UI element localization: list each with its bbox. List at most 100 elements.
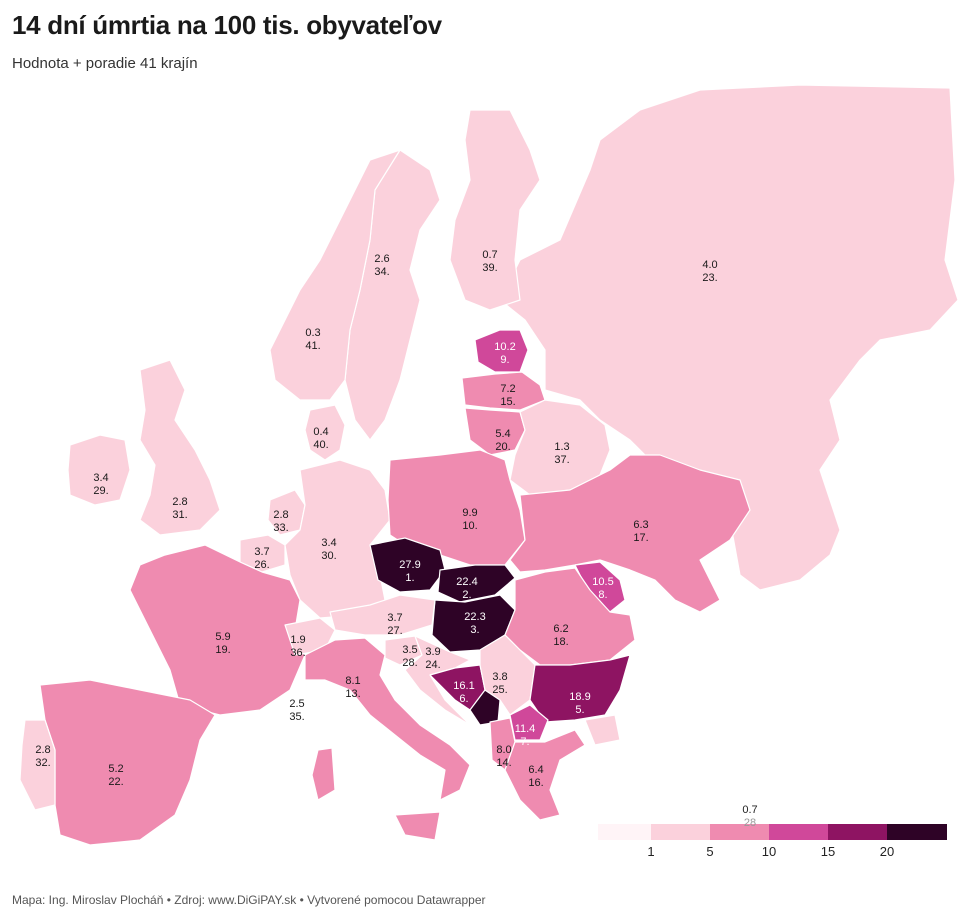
label-rank-ireland: 29.	[93, 485, 108, 497]
region-sardinia[interactable]	[311, 747, 336, 801]
region-croatia[interactable]	[404, 635, 471, 726]
label-value-moldova: 10.5	[592, 576, 613, 588]
region-russia[interactable]	[499, 84, 959, 591]
label-value-belarus: 1.3	[554, 441, 569, 453]
label-value-poland: 9.9	[462, 507, 477, 519]
region-slovakia[interactable]	[437, 564, 516, 603]
label-value-denmark: 0.4	[313, 426, 328, 438]
label-value-albania: 8.0	[496, 744, 511, 756]
region-norway[interactable]	[269, 149, 401, 401]
label-value-uk: 2.8	[172, 496, 187, 508]
label-rank-finland: 39.	[482, 262, 497, 274]
label-rank-germany: 30.	[321, 550, 336, 562]
region-finland[interactable]	[449, 109, 541, 311]
label-rank-greece: 16.	[528, 777, 543, 789]
label-rank-portugal: 32.	[35, 757, 50, 769]
label-value-slovakia: 22.4	[456, 576, 477, 588]
label-value-sweden: 2.6	[374, 253, 389, 265]
legend-tick-15: 15	[821, 844, 835, 859]
label-value-estonia: 10.2	[494, 341, 515, 353]
label-rank-poland: 10.	[462, 520, 477, 532]
label-rank-hungary: 3.	[470, 624, 479, 636]
legend-swatch-0	[598, 824, 651, 840]
label-rank-estonia: 9.	[500, 354, 509, 366]
region-france[interactable]	[129, 544, 306, 716]
label-value-hungary: 22.3	[464, 611, 485, 623]
region-czechia[interactable]	[369, 537, 446, 593]
label-value-russia: 4.0	[702, 259, 717, 271]
legend-tick-10: 10	[762, 844, 776, 859]
label-value-portugal: 2.8	[35, 744, 50, 756]
label-value-ukraine: 6.3	[633, 519, 648, 531]
label-rank-russia: 23.	[702, 272, 717, 284]
legend-swatch-3	[769, 824, 828, 840]
region-uk[interactable]	[139, 359, 221, 536]
region-ireland[interactable]	[67, 434, 131, 506]
region-germany[interactable]	[284, 459, 391, 619]
label-rank-norway: 41.	[305, 340, 320, 352]
label-rank-croatia: 24.	[425, 659, 440, 671]
label-rank-moldova: 8.	[598, 589, 607, 601]
label-rank-czechia: 1.	[405, 572, 414, 584]
label-value-greece: 6.4	[528, 764, 543, 776]
region-portugal[interactable]	[19, 719, 56, 811]
label-rank-north_macedonia: 7.	[520, 736, 529, 748]
legend-swatch-2	[710, 824, 769, 840]
label-rank-france: 19.	[215, 644, 230, 656]
europe-choropleth-map: 4.023.0.739.2.634.0.341.0.440.10.29.7.21…	[19, 84, 959, 859]
label-rank-romania: 18.	[553, 636, 568, 648]
region-montenegro[interactable]	[469, 689, 501, 726]
legend-swatch-5	[887, 824, 947, 840]
region-sicily[interactable]	[394, 811, 441, 841]
legend-tick-1: 1	[647, 844, 654, 859]
label-value-norway: 0.3	[305, 327, 320, 339]
label-value-romania: 6.2	[553, 623, 568, 635]
map-title: 14 dní úmrtia na 100 tis. obyvateľov	[12, 10, 442, 40]
label-rank-belgium: 26.	[254, 559, 269, 571]
legend-note-rank: 28	[744, 817, 756, 829]
label-value-ireland: 3.4	[93, 472, 108, 484]
label-rank-spain: 22.	[108, 776, 123, 788]
region-turkey-europe[interactable]	[584, 714, 621, 746]
legend-swatch-1	[651, 824, 710, 840]
label-value-lithuania: 5.4	[495, 428, 510, 440]
label-rank-bulgaria: 5.	[575, 704, 584, 716]
label-value-netherlands: 2.8	[273, 509, 288, 521]
label-rank-latvia: 15.	[500, 396, 515, 408]
source-footer: Mapa: Ing. Miroslav Plocháň • Zdroj: www…	[12, 893, 486, 907]
region-italy[interactable]	[304, 637, 471, 801]
label-value-france: 5.9	[215, 631, 230, 643]
region-serbia[interactable]	[479, 634, 536, 716]
map-subtitle: Hodnota + poradie 41 krajín	[12, 55, 198, 72]
label-value-austria: 3.7	[387, 612, 402, 624]
label-rank-italy: 13.	[345, 688, 360, 700]
label-value-italy: 8.1	[345, 675, 360, 687]
region-austria[interactable]	[329, 594, 436, 636]
label-rank-denmark: 40.	[313, 439, 328, 451]
label-value-monaco: 2.5	[289, 698, 304, 710]
label-rank-serbia: 25.	[492, 684, 507, 696]
region-estonia[interactable]	[474, 329, 529, 373]
label-rank-slovakia: 2.	[462, 589, 471, 601]
region-spain[interactable]	[39, 679, 216, 846]
label-value-czechia: 27.9	[399, 559, 420, 571]
label-rank-sweden: 34.	[374, 266, 389, 278]
label-value-latvia: 7.2	[500, 383, 515, 395]
label-rank-switzerland: 36.	[290, 647, 305, 659]
legend-tick-20: 20	[880, 844, 894, 859]
label-value-serbia: 3.8	[492, 671, 507, 683]
label-value-slovenia: 3.5	[402, 644, 417, 656]
legend-tick-5: 5	[706, 844, 713, 859]
label-value-croatia: 3.9	[425, 646, 440, 658]
label-value-bosnia: 16.1	[453, 680, 474, 692]
region-ukraine[interactable]	[509, 454, 751, 613]
region-greece[interactable]	[504, 729, 586, 821]
region-lithuania[interactable]	[464, 407, 526, 456]
region-denmark[interactable]	[304, 404, 346, 461]
legend-note-value: 0.7	[742, 804, 757, 816]
label-value-finland: 0.7	[482, 249, 497, 261]
legend-swatch-4	[828, 824, 887, 840]
label-value-switzerland: 1.9	[290, 634, 305, 646]
label-rank-albania: 14.	[496, 757, 511, 769]
label-rank-austria: 27.	[387, 625, 402, 637]
